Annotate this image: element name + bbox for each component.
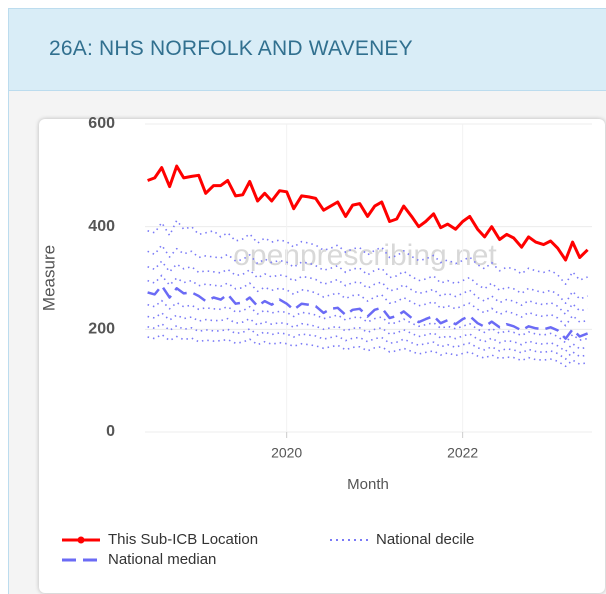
panel: 26A: NHS NORFOLK AND WAVENEY	[8, 8, 606, 594]
legend-label: This Sub-ICB Location	[108, 531, 258, 548]
data-line	[147, 274, 588, 327]
data-line	[147, 219, 588, 285]
y-tick-label: 400	[88, 218, 115, 235]
legend-marker	[77, 536, 85, 544]
panel-header: 26A: NHS NORFOLK AND WAVENEY	[9, 9, 606, 91]
y-axis-label: Measure	[39, 245, 58, 311]
watermark: openprescribing.net	[233, 239, 497, 272]
data-line	[147, 299, 588, 344]
data-line	[147, 164, 589, 262]
y-tick-label: 200	[88, 321, 115, 338]
x-tick-label: 2022	[447, 445, 478, 461]
y-tick-label: 600	[88, 115, 115, 132]
chart-card	[39, 119, 605, 593]
data-line	[147, 333, 588, 368]
legend-label: National decile	[376, 531, 474, 548]
data-line	[147, 284, 589, 340]
panel-title: 26A: NHS NORFOLK AND WAVENEY	[49, 37, 413, 60]
y-tick-label: 0	[106, 423, 115, 440]
legend-label: National median	[108, 551, 216, 568]
x-tick-label: 2020	[271, 445, 302, 461]
data-line	[147, 312, 588, 353]
x-axis-label: Month	[347, 476, 389, 493]
data-line	[147, 244, 588, 304]
